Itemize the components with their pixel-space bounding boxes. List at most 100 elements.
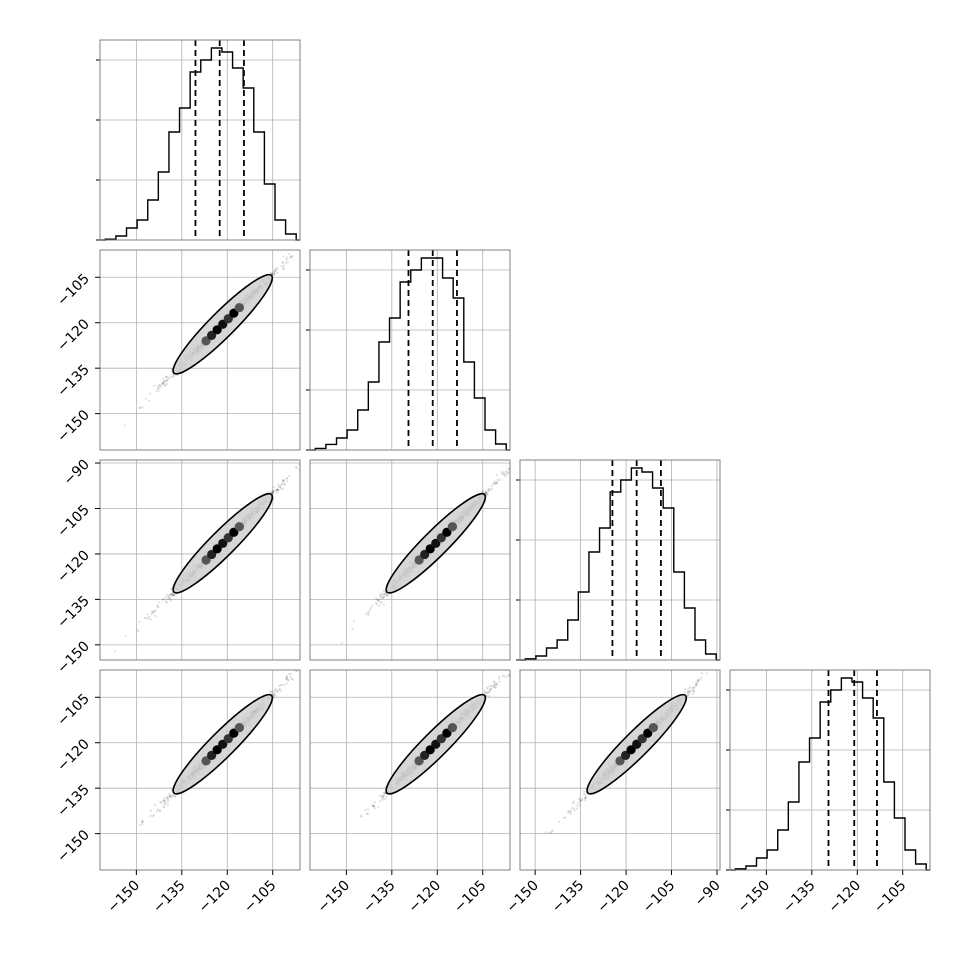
scatter-point xyxy=(284,261,288,265)
scatter-point xyxy=(303,460,305,462)
scatter-point xyxy=(162,799,165,802)
scatter-point xyxy=(270,690,273,694)
density-core xyxy=(201,756,211,766)
scatter-point xyxy=(272,492,275,495)
density-core xyxy=(447,722,458,733)
scatter-point xyxy=(375,601,378,605)
scatter-point xyxy=(498,680,501,683)
scatter-point xyxy=(281,261,284,264)
scatter-point xyxy=(484,490,487,493)
scatter-point xyxy=(572,807,576,810)
scatter-point xyxy=(153,803,157,806)
scatter-point xyxy=(163,796,166,799)
histogram-step-0 xyxy=(100,47,300,241)
scatter-point xyxy=(268,690,271,693)
scatter-point xyxy=(279,683,282,686)
scatter-point xyxy=(166,379,169,382)
scatter-point xyxy=(383,594,386,597)
density-core xyxy=(425,745,435,755)
scatter-point xyxy=(165,378,169,381)
scatter-point xyxy=(366,813,370,816)
scatter-point xyxy=(368,609,372,612)
scatter-points-5 xyxy=(544,671,708,834)
scatter-point xyxy=(164,383,167,387)
scatter-point xyxy=(492,482,495,486)
scatter-point xyxy=(152,611,155,614)
scatter-point xyxy=(383,798,387,801)
scatter-point xyxy=(488,488,492,492)
scatter-point xyxy=(373,805,376,808)
scatter-point xyxy=(501,675,505,678)
density-core xyxy=(223,314,233,324)
scatter-points-2 xyxy=(340,467,510,645)
scatter-point xyxy=(278,687,281,691)
scatter-point xyxy=(274,694,277,697)
scatter-point xyxy=(379,594,382,597)
scatter-point xyxy=(484,491,487,494)
scatter-point xyxy=(491,685,495,688)
scatter-point xyxy=(505,470,508,473)
density-core xyxy=(234,302,244,313)
scatter-point xyxy=(163,798,166,802)
scatter-point xyxy=(371,604,374,607)
scatter-point xyxy=(162,381,166,384)
scatter-points-1 xyxy=(114,457,308,653)
scatter-point xyxy=(166,800,169,803)
density-core xyxy=(442,728,452,738)
scatter-point xyxy=(294,466,298,469)
scatter-point xyxy=(289,256,292,259)
scatter-point xyxy=(159,810,162,813)
scatter-point xyxy=(169,599,173,602)
scatter-point xyxy=(281,482,284,485)
scatter-point xyxy=(375,598,379,601)
scatter-point xyxy=(164,379,167,383)
scatter-point xyxy=(276,488,279,491)
scatter-point xyxy=(161,383,164,386)
scatter-point xyxy=(493,480,496,483)
density-core xyxy=(218,319,228,329)
scatter-point xyxy=(286,477,289,480)
scatter-point xyxy=(155,810,159,813)
scatter-point xyxy=(484,491,488,495)
scatter-point xyxy=(275,489,278,492)
scatter-point xyxy=(162,806,165,809)
scatter-point xyxy=(272,272,275,276)
density-core xyxy=(414,756,424,766)
scatter-point xyxy=(291,255,294,258)
density-core xyxy=(201,555,211,565)
scatter-point xyxy=(306,457,308,459)
scatter-point xyxy=(165,375,168,378)
scatter-point xyxy=(287,679,290,682)
scatter-point xyxy=(369,606,372,610)
scatter-point xyxy=(166,376,169,379)
scatter-point xyxy=(384,593,387,596)
scatter-point xyxy=(382,603,385,607)
scatter-point xyxy=(273,693,276,696)
scatter-point xyxy=(490,687,493,691)
scatter-point xyxy=(564,816,567,819)
scatter-point xyxy=(382,596,385,599)
scatter-point xyxy=(272,271,275,274)
scatter-point xyxy=(165,382,168,385)
scatter-point xyxy=(502,471,505,474)
scatter-point xyxy=(171,593,175,596)
scatter-point xyxy=(387,593,390,596)
scatter-point xyxy=(170,594,173,597)
scatter-point xyxy=(496,684,499,687)
scatter-point xyxy=(486,691,490,694)
scatter-point xyxy=(490,684,493,687)
scatter-point xyxy=(494,482,497,486)
scatter-point xyxy=(273,269,276,273)
scatter-point xyxy=(487,488,490,491)
scatter-point xyxy=(372,804,375,808)
scatter-point xyxy=(364,808,367,812)
scatter-point xyxy=(161,382,164,385)
scatter-point xyxy=(297,242,299,244)
scatter-point xyxy=(489,687,492,690)
scatter-point xyxy=(150,610,153,613)
scatter-point xyxy=(271,692,275,696)
scatter-point xyxy=(290,677,293,681)
scatter-point xyxy=(486,687,490,690)
scatter-point xyxy=(285,477,288,480)
scatter-point xyxy=(167,595,170,598)
